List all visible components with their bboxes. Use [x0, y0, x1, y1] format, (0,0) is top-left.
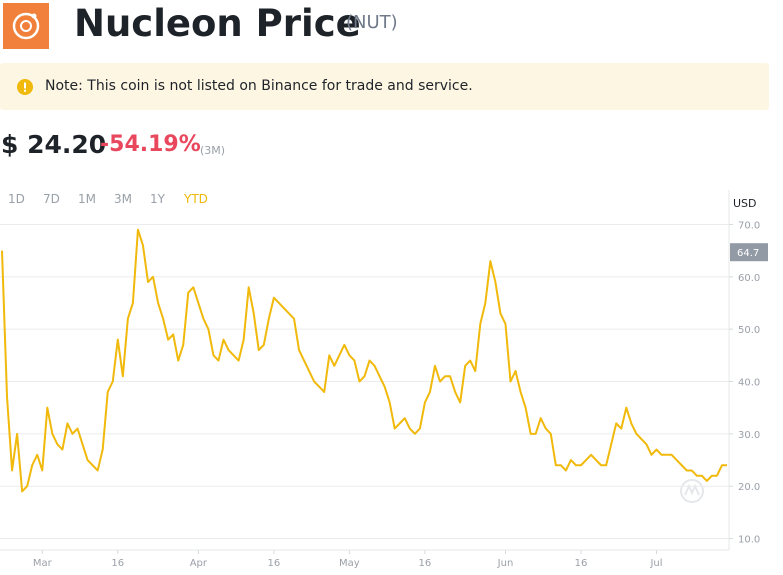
range-tab[interactable]: 7D: [43, 192, 60, 206]
warning-icon: [17, 79, 33, 95]
x-tick-label: 16: [268, 558, 281, 569]
x-tick-label: 16: [111, 558, 124, 569]
note-text: Note: This coin is not listed on Binance…: [45, 78, 473, 94]
x-tick-label: 16: [419, 558, 432, 569]
y-tick-label: 70.0: [738, 220, 760, 231]
price-line: [1, 228, 727, 493]
x-tick-label: 16: [575, 558, 588, 569]
range-tab[interactable]: YTD: [184, 192, 208, 206]
note-banner: [0, 63, 769, 110]
range-tab[interactable]: 1Y: [150, 192, 165, 206]
price-marker-box: [730, 243, 768, 262]
y-tick-label: 40.0: [738, 378, 760, 389]
price-chart: USD 10.0 20.0 30.0 40.0 50.0 60.0 70.0 Mar 16 Apr 1…: [0, 190, 768, 569]
range-tab[interactable]: 1D: [8, 192, 25, 206]
range-tab[interactable]: 3M: [114, 192, 132, 206]
price-marker-label: 64.7: [737, 248, 759, 259]
axis-unit: USD: [733, 197, 757, 210]
x-tick-label: Mar: [33, 558, 53, 569]
x-tick-label: Apr: [190, 558, 208, 569]
page-title: Nucleon Price: [74, 2, 361, 45]
x-tick-label: Jul: [649, 558, 662, 569]
x-tick-label: May: [339, 558, 360, 569]
coin-symbol: (NUT): [346, 12, 398, 33]
watermark: [680, 479, 704, 503]
y-tick-label: 50.0: [738, 325, 760, 336]
y-tick-label: 60.0: [738, 273, 760, 284]
y-tick-label: 20.0: [738, 482, 760, 493]
y-tick-label: 30.0: [738, 430, 760, 441]
range-tab[interactable]: 1M: [78, 192, 96, 206]
x-tick-label: Jun: [497, 558, 514, 569]
price: $ 24.20: [1, 130, 107, 159]
coin-icon: [3, 3, 49, 49]
y-tick-label: 10.0: [738, 535, 760, 546]
change-period: (3M): [200, 144, 226, 157]
price-change: -54.19%: [100, 132, 201, 157]
